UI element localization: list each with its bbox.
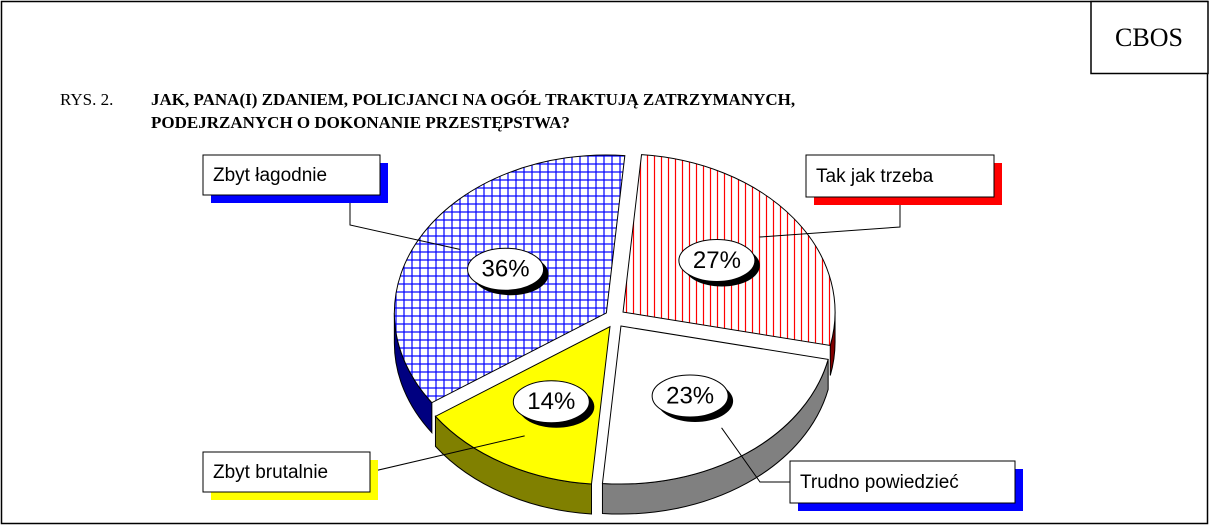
- chart-title: JAK, PANA(I) ZDANIEM, POLICJANCI NA OGÓŁ…: [151, 90, 795, 109]
- leader-line: [349, 195, 460, 250]
- legend-box: [202, 451, 371, 493]
- legend-label: Zbyt brutalnie: [213, 462, 328, 483]
- value-label: 27%: [693, 247, 741, 274]
- value-label: 14%: [527, 388, 575, 415]
- legend-label: Trudno powiedzieć: [800, 472, 959, 493]
- value-label-bg: [467, 247, 545, 291]
- leader-line: [759, 197, 901, 238]
- leader-line: [721, 427, 790, 483]
- legend-box: [202, 154, 381, 196]
- legend-box: [805, 154, 995, 198]
- source: CBOS: [1115, 23, 1183, 52]
- leader-line: [369, 435, 525, 473]
- value-label-bg: [678, 238, 756, 282]
- chart-title: PODEJRZANYCH O DOKONANIE PRZESTĘPSTWA?: [151, 113, 570, 132]
- value-label-bg: [651, 374, 729, 418]
- legend-label: Zbyt łagodnie: [213, 165, 327, 186]
- value-label-bg: [512, 380, 590, 424]
- value-label: 36%: [482, 256, 530, 283]
- figure-label: RYS. 2.: [60, 90, 113, 109]
- source-box: [1090, 0, 1209, 75]
- legend-box: [789, 460, 1016, 504]
- legend-label: Tak jak trzeba: [816, 166, 934, 187]
- value-label: 23%: [666, 382, 714, 409]
